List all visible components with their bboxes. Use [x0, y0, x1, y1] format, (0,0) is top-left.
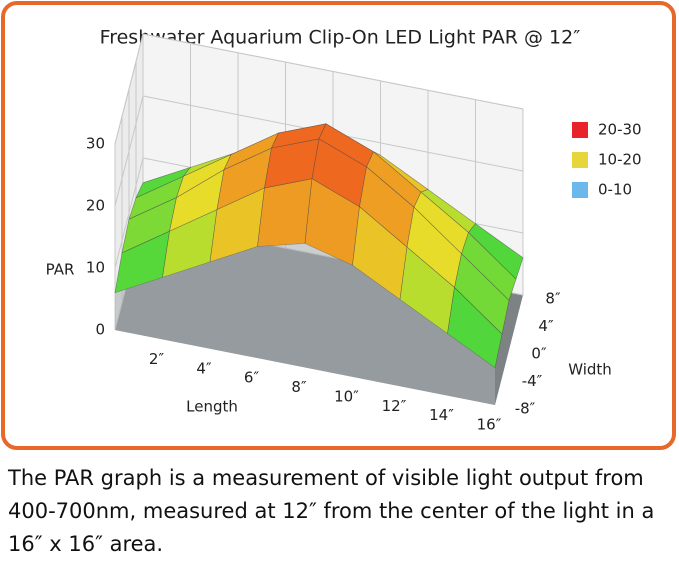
x-tick-label: 6″	[244, 369, 260, 387]
legend-label: 20-30	[598, 121, 642, 139]
front-skirt	[115, 243, 495, 405]
chart-title: Freshwater Aquarium Clip-On LED Light PA…	[100, 27, 581, 49]
x-tick-label: 10″	[334, 387, 359, 405]
surface-cell	[257, 178, 313, 247]
caption: The PAR graph is a measurement of visibl…	[8, 466, 655, 556]
legend-label: 10-20	[598, 151, 642, 169]
z-tick-label: 20	[86, 197, 105, 215]
y-tick-label: -8″	[515, 400, 536, 418]
z-tick-label: 30	[86, 135, 105, 153]
y-tick-label: 8″	[545, 290, 561, 308]
legend-swatch	[572, 182, 588, 198]
x-tick-label: 4″	[196, 359, 212, 377]
x-tick-label: 8″	[291, 378, 307, 396]
x-tick-label: 2″	[149, 350, 165, 368]
chart: Freshwater Aquarium Clip-On LED Light PA…	[1, 1, 676, 450]
legend-label: 0-10	[598, 181, 632, 199]
y-tick-label: 0″	[531, 345, 547, 363]
y-tick-label: 4″	[538, 317, 554, 335]
legend-swatch	[572, 122, 588, 138]
z-axis-label: PAR	[46, 261, 75, 279]
legend-swatch	[572, 152, 588, 168]
y-tick-label: -4″	[522, 372, 543, 390]
z-tick-label: 0	[95, 321, 105, 339]
x-tick-label: 12″	[382, 397, 407, 415]
x-axis-label: Length	[186, 398, 238, 416]
y-axis-label: Width	[568, 361, 612, 379]
x-tick-label: 14″	[429, 406, 454, 424]
z-tick-label: 10	[86, 259, 105, 277]
x-tick-label: 16″	[477, 416, 502, 434]
